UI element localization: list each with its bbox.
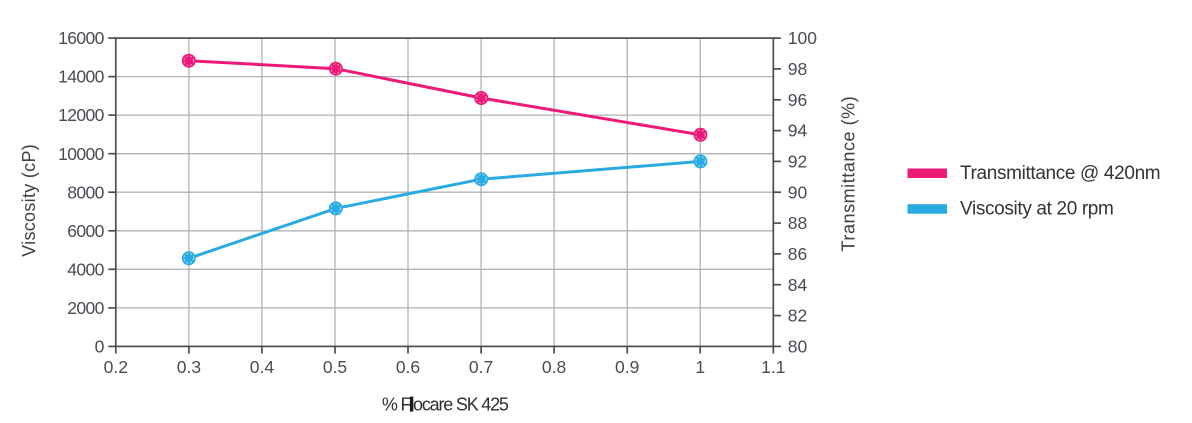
svg-text:0.4: 0.4 xyxy=(250,357,275,377)
svg-text:84: 84 xyxy=(788,275,808,295)
svg-text:% Flocare SK 425: % Flocare SK 425 xyxy=(382,395,509,415)
svg-text:98: 98 xyxy=(788,59,807,79)
svg-text:0.5: 0.5 xyxy=(323,357,347,377)
svg-text:2000: 2000 xyxy=(67,298,104,318)
svg-text:0.9: 0.9 xyxy=(615,357,639,377)
svg-text:4000: 4000 xyxy=(67,259,104,279)
svg-text:8000: 8000 xyxy=(67,182,104,202)
svg-text:Transmittance @ 420nm: Transmittance @ 420nm xyxy=(960,163,1160,184)
svg-text:0.6: 0.6 xyxy=(396,357,420,377)
svg-text:0.8: 0.8 xyxy=(542,357,566,377)
svg-text:Transmittance (%): Transmittance (%) xyxy=(839,96,859,252)
svg-text:14000: 14000 xyxy=(58,67,105,87)
svg-text:90: 90 xyxy=(788,182,808,202)
svg-text:6000: 6000 xyxy=(67,221,104,241)
svg-text:82: 82 xyxy=(788,306,807,326)
svg-text:96: 96 xyxy=(788,90,807,110)
svg-text:Viscosity at 20 rpm: Viscosity at 20 rpm xyxy=(960,198,1114,219)
svg-text:100: 100 xyxy=(788,28,817,48)
svg-text:10000: 10000 xyxy=(58,144,105,164)
svg-text:94: 94 xyxy=(788,121,808,141)
svg-text:Viscosity (cP): Viscosity (cP) xyxy=(19,144,39,257)
svg-text:92: 92 xyxy=(788,152,807,172)
svg-text:88: 88 xyxy=(788,213,807,233)
svg-text:0.7: 0.7 xyxy=(469,357,493,377)
svg-text:0.3: 0.3 xyxy=(177,357,201,377)
svg-text:1: 1 xyxy=(695,357,705,377)
svg-text:16000: 16000 xyxy=(58,28,105,48)
svg-text:86: 86 xyxy=(788,244,807,264)
svg-text:12000: 12000 xyxy=(58,105,105,125)
svg-text:80: 80 xyxy=(788,337,808,357)
svg-text:1.1: 1.1 xyxy=(761,357,785,377)
svg-text:0.2: 0.2 xyxy=(104,357,128,377)
svg-text:0: 0 xyxy=(95,337,105,357)
